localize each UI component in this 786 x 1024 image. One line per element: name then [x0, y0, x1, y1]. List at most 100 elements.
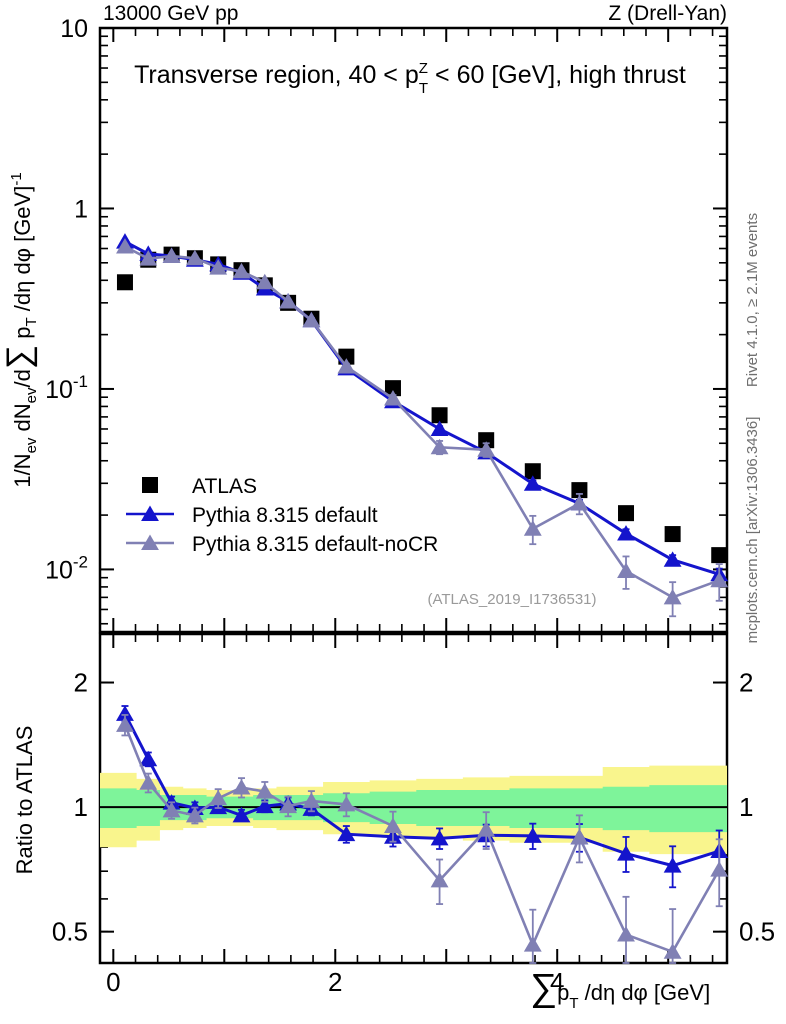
legend-label: ATLAS	[192, 475, 257, 498]
data-marker-triangle	[617, 562, 635, 578]
xtick-label: 4	[550, 967, 564, 997]
svg-text:∑pT /dη dφ [GeV]: ∑pT /dη dφ [GeV]	[530, 967, 710, 1012]
ratio-marker-triangle	[162, 801, 181, 818]
data-marker-triangle	[139, 250, 158, 266]
data-marker-triangle	[663, 551, 682, 567]
ratio-marker-triangle	[430, 829, 449, 846]
data-marker-triangle	[710, 571, 729, 588]
ratio-marker-triangle	[209, 789, 228, 806]
ratio-series-pythia-8-315-default-nocr	[116, 714, 729, 964]
dataset-watermark: (ATLAS_2019_I1736531)	[427, 591, 596, 608]
ratio-marker-triangle	[523, 936, 542, 952]
data-marker-square	[116, 274, 133, 291]
data-marker-square	[384, 380, 401, 397]
ratio-marker-triangle	[302, 792, 321, 808]
ratio-marker-triangle	[337, 825, 356, 842]
data-marker-triangle	[255, 273, 274, 290]
ratio-ytick-label-right: 2	[739, 668, 753, 698]
data-marker-triangle	[209, 259, 228, 275]
main-ylabel: 1/Nev dNev/d∑ pT /dη dφ [GeV]-1	[0, 172, 40, 487]
ratio-marker-triangle	[337, 795, 356, 812]
ratio-marker-triangle	[663, 943, 682, 959]
xtick-label: 2	[328, 967, 342, 997]
ratio-marker-triangle	[255, 797, 274, 814]
ratio-marker-triangle	[570, 828, 589, 845]
main-ytick-label: 10-1	[45, 372, 88, 404]
ratio-marker-triangle	[710, 861, 729, 877]
data-marker-square	[524, 463, 541, 480]
ratio-marker-triangle	[139, 774, 158, 790]
side-text-rivet: Rivet 4.1.0, ≥ 2.1M events	[744, 213, 761, 387]
legend-label: Pythia 8.315 default	[192, 504, 378, 527]
data-marker-square	[431, 407, 448, 424]
legend-item-0: ATLAS	[142, 475, 257, 498]
ratio-ytick-label-right: 0.5	[739, 917, 775, 947]
header-right: Z (Drell-Yan)	[608, 2, 727, 25]
legend-marker-triangle	[141, 534, 159, 550]
data-marker-triangle	[477, 441, 496, 457]
ratio-marker-triangle	[384, 817, 402, 834]
ratio-marker-triangle	[477, 821, 496, 837]
main-plot-frame	[98, 26, 729, 634]
data-marker-triangle	[232, 262, 251, 279]
main-panel: 10 1 10-1 10-2	[45, 15, 729, 634]
ratio-ytick-label-right: 1	[739, 792, 753, 822]
data-marker-triangle	[430, 438, 449, 455]
legend: ATLAS Pythia 8.315 default Pythia 8.315 de…	[126, 475, 438, 556]
ratio-marker-triangle	[617, 926, 635, 942]
main-ytick-label: 1	[74, 195, 88, 223]
ratio-panel: 0 2 4 2 2 1 1 0.5 0.5	[52, 632, 775, 997]
ratio-marker-triangle	[139, 750, 158, 767]
legend-item-2: Pythia 8.315 default-noCR	[126, 533, 438, 556]
x-axis-label: ∑pT /dη dφ [GeV]	[530, 967, 710, 1012]
ratio-marker-triangle	[430, 871, 449, 888]
ratio-band-inner	[100, 785, 727, 833]
ratio-marker-triangle	[523, 827, 542, 843]
series-pythia-8-315-default-nocr	[116, 238, 729, 618]
legend-item-1: Pythia 8.315 default	[126, 504, 378, 527]
ratio-marker-triangle	[617, 845, 635, 861]
data-marker-square	[478, 432, 495, 449]
ratio-marker-triangle	[116, 716, 134, 732]
data-marker-triangle	[617, 525, 635, 541]
ratio-ylabel: Ratio to ATLAS	[12, 726, 37, 875]
data-marker-triangle	[523, 475, 542, 491]
ratio-marker-triangle	[232, 779, 251, 795]
ratio-marker-triangle	[116, 705, 134, 721]
data-marker-square	[571, 482, 588, 499]
data-marker-triangle	[162, 247, 181, 264]
data-marker-triangle	[430, 420, 449, 436]
data-marker-triangle	[570, 494, 589, 511]
svg-text:1/Nev dNev/d∑ pT /dη dφ [GeV]: 1/Nev dNev/d∑ pT /dη dφ [GeV]-1	[0, 172, 40, 487]
ratio-marker-triangle	[279, 797, 298, 814]
ratio-marker-triangle	[185, 806, 204, 823]
header-left: 13000 GeV pp	[103, 2, 238, 25]
main-ytick-label: 10	[60, 15, 88, 43]
data-marker-triangle	[337, 358, 356, 374]
legend-marker-square	[142, 477, 158, 493]
data-marker-triangle	[523, 520, 542, 536]
svg-text:Transverse region, 40 < pZT <: Transverse region, 40 < pZ T < 60 [GeV], …	[134, 60, 686, 97]
legend-label: Pythia 8.315 default-noCR	[192, 533, 438, 556]
ratio-ytick-label-left: 0.5	[52, 917, 88, 947]
ratio-marker-triangle	[663, 857, 682, 873]
ratio-marker-triangle	[255, 783, 274, 799]
data-marker-triangle	[185, 249, 204, 266]
ratio-ytick-label-left: 2	[74, 668, 88, 698]
legend-marker-triangle	[141, 505, 159, 521]
data-marker-triangle	[384, 390, 402, 406]
side-text-mcplots: mcplots.cern.ch [arXiv:1306.3436]	[744, 417, 761, 644]
plot-annotation-title: Transverse region, 40 < pZ T < 60 [GeV], …	[134, 60, 686, 97]
main-ytick-label: 10-2	[45, 552, 88, 584]
data-marker-triangle	[279, 293, 298, 309]
data-marker-triangle	[116, 238, 134, 254]
data-marker-square	[664, 526, 681, 543]
data-marker-square	[711, 547, 728, 564]
data-marker-triangle	[663, 588, 682, 605]
ratio-marker-triangle	[232, 806, 251, 823]
data-marker-square	[618, 505, 635, 522]
xtick-label: 0	[106, 967, 120, 997]
ratio-ytick-label-left: 1	[74, 792, 88, 822]
